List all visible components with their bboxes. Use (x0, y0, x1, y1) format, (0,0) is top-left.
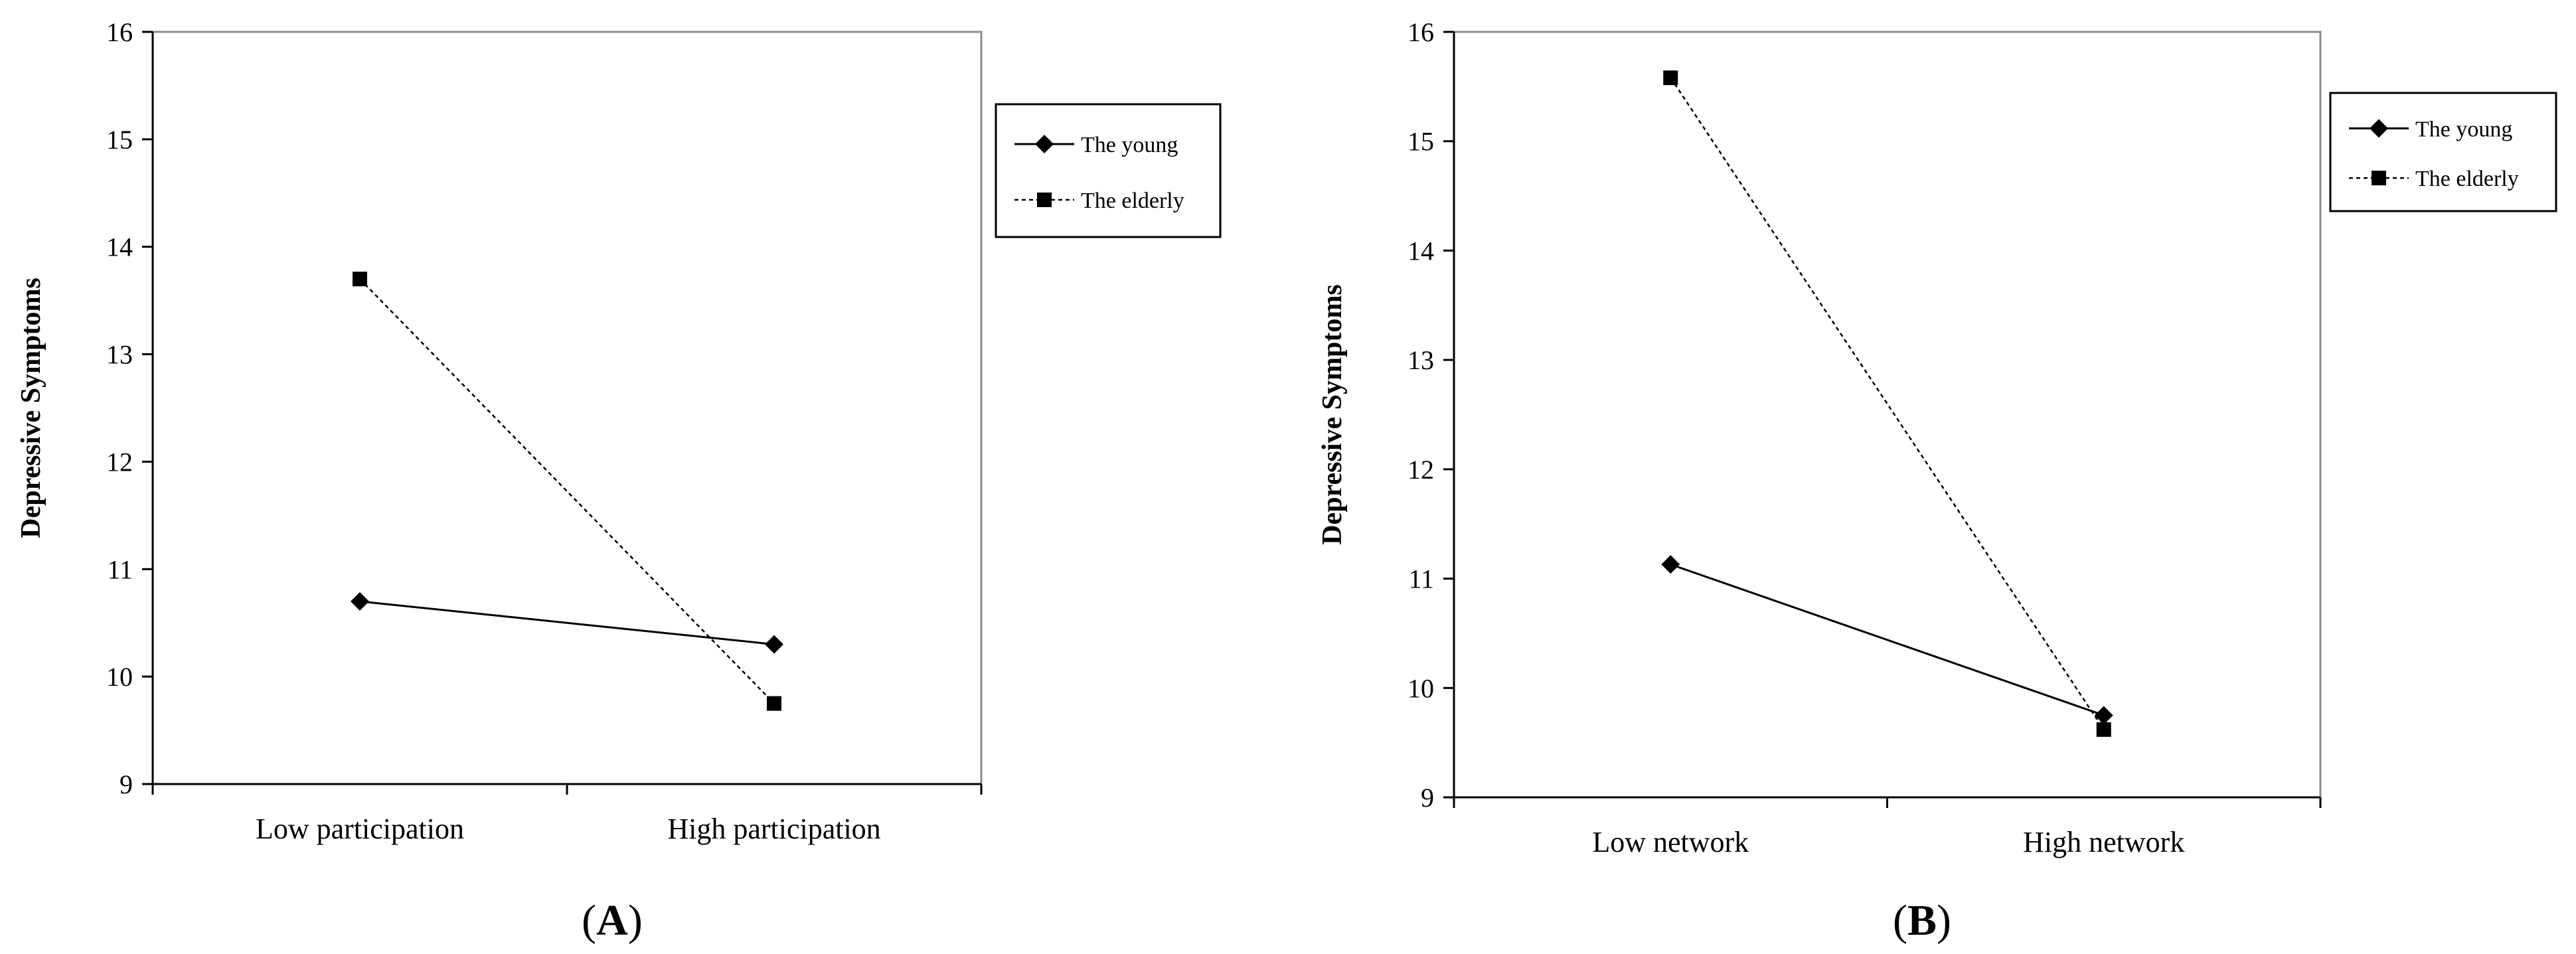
series-young (1661, 555, 2113, 725)
legend-label: The elderly (2415, 167, 2519, 191)
legend-box (2329, 92, 2557, 212)
data-point-diamond (2094, 706, 2113, 725)
series-elderly (353, 272, 781, 711)
y-tick-label: 10 (1408, 673, 1434, 703)
plot-area (1453, 31, 2322, 799)
data-point-square (2096, 722, 2111, 737)
series-line (1670, 563, 2105, 716)
y-axis-title: Depressive Symptoms (16, 278, 46, 538)
legend-swatch-marker (2372, 171, 2386, 186)
y-tick-label: 9 (120, 769, 133, 799)
y-tick-label: 13 (1408, 345, 1434, 375)
data-point-square (1663, 70, 1678, 86)
y-tick-label: 14 (1408, 236, 1434, 266)
legend-swatch-marker (1037, 193, 1052, 207)
series-young (351, 592, 783, 654)
y-tick-label: 12 (106, 447, 133, 477)
y-tick-label: 9 (1421, 783, 1434, 813)
data-point-square (767, 696, 781, 711)
x-category-label: Low participation (256, 813, 464, 845)
y-tick-label: 11 (107, 554, 133, 584)
data-point-square (353, 272, 367, 287)
y-tick-label: 10 (106, 662, 133, 692)
x-category-label: High network (2023, 826, 2184, 858)
plot-area (151, 31, 983, 785)
panel-label: (B) (1893, 896, 1951, 945)
x-category-label: High participation (667, 813, 880, 845)
y-tick-label: 16 (106, 17, 133, 47)
legend: The young The elderly (995, 103, 1222, 238)
y-tick-label: 16 (1408, 17, 1434, 47)
y-tick-label: 15 (106, 125, 133, 155)
chart-panel-b: 9 10 11 12 13 14 15 16 Low network High network De… (1317, 17, 2557, 945)
y-axis-title: Depressive Symptoms (1317, 284, 1348, 544)
x-category-label: Low network (1592, 826, 1749, 858)
series-line (1670, 77, 2105, 730)
legend-label: The elderly (1081, 189, 1184, 213)
data-point-diamond (351, 592, 369, 611)
data-point-diamond (765, 635, 783, 654)
y-tick-label: 14 (106, 232, 133, 262)
series-elderly (1663, 70, 2111, 737)
y-tick-label: 15 (1408, 127, 1434, 157)
series-line (359, 278, 775, 704)
y-tick-label: 12 (1408, 455, 1434, 485)
chart-panel-a: 9 10 11 12 13 14 15 16 Low participation High par… (16, 17, 1222, 945)
legend-label: The young (2415, 117, 2512, 141)
y-tick-label: 13 (106, 340, 133, 370)
y-tick-label: 11 (1408, 564, 1434, 594)
legend-box (995, 103, 1222, 238)
legend-label: The young (1081, 133, 1178, 157)
legend: The young The elderly (2329, 92, 2557, 212)
legend-swatch-marker (1035, 135, 1054, 153)
legend-swatch-marker (2370, 119, 2388, 138)
data-point-diamond (1661, 555, 1680, 574)
series-line (359, 600, 775, 646)
panel-label: (A) (582, 896, 643, 945)
